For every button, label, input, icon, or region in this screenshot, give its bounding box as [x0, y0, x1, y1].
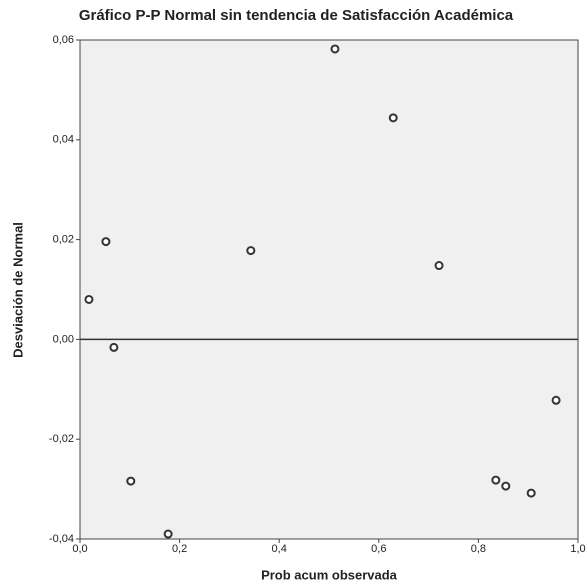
x-tick-label: 0,4 [272, 543, 287, 555]
y-tick-label: 0,06 [53, 34, 74, 46]
point [126, 476, 136, 486]
y-tick-label: -0,04 [49, 533, 74, 545]
x-tick-label: 0,2 [172, 543, 187, 555]
x-tick-label: 0,8 [471, 543, 486, 555]
point [109, 342, 119, 352]
point [246, 246, 256, 256]
point [501, 481, 511, 491]
point [84, 294, 94, 304]
x-tick-label: 0,0 [72, 543, 87, 555]
x-axis-label: Prob acum observada [261, 567, 398, 582]
y-tick-label: 0,04 [53, 134, 74, 146]
plot-area [79, 39, 579, 540]
y-tick-label: 0,00 [53, 333, 74, 345]
point [330, 44, 340, 54]
chart-title: Gráfico P-P Normal sin tendencia de Sati… [79, 7, 514, 24]
y-axis-label: Desviación de Normal [10, 222, 25, 358]
point [101, 237, 111, 247]
y-tick-label: -0,02 [49, 433, 74, 445]
point [434, 261, 444, 271]
point [551, 395, 561, 405]
point [526, 488, 536, 498]
y-tick-label: 0,02 [53, 234, 74, 246]
point [491, 475, 501, 485]
x-tick-label: 0,6 [371, 543, 386, 555]
point [388, 113, 398, 123]
x-tick-label: 1,0 [570, 543, 585, 555]
point [163, 529, 173, 539]
